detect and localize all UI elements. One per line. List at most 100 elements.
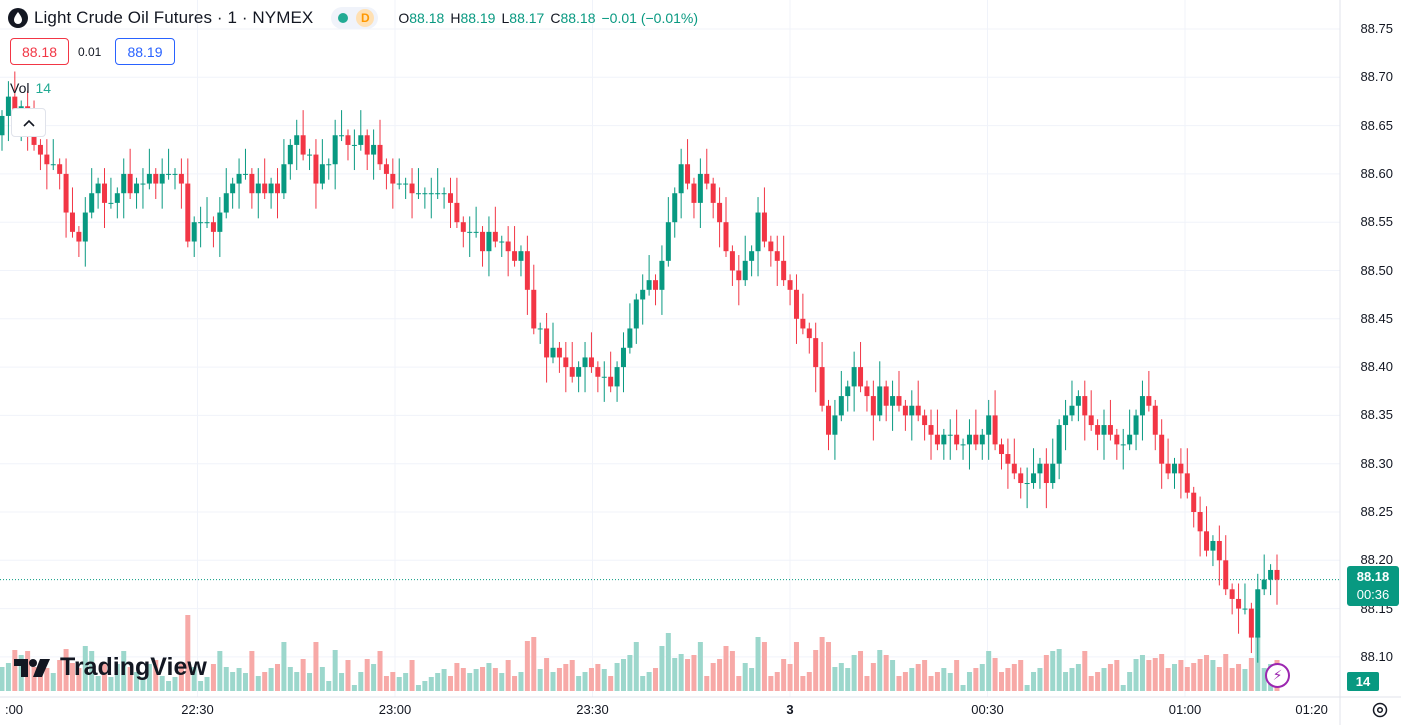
candle-body bbox=[313, 154, 319, 184]
volume-bar bbox=[262, 672, 268, 691]
candle-body bbox=[947, 434, 953, 436]
volume-bar bbox=[1069, 668, 1075, 691]
candle-body bbox=[37, 144, 43, 155]
candle-body bbox=[281, 164, 287, 194]
volume-bar bbox=[371, 664, 377, 691]
volume-bar bbox=[1210, 660, 1216, 691]
candle-body bbox=[1127, 434, 1133, 445]
candle-body bbox=[383, 164, 389, 174]
candle-body bbox=[838, 396, 844, 416]
candle-body bbox=[800, 318, 806, 329]
volume-bar bbox=[396, 677, 402, 691]
candle-body bbox=[704, 173, 710, 184]
last-price-value: 88.18 bbox=[1356, 569, 1390, 584]
volume-bar bbox=[838, 663, 844, 691]
volume-bar bbox=[268, 668, 274, 691]
price-tick-label: 88.35 bbox=[1360, 407, 1393, 423]
close-value: 88.18 bbox=[560, 10, 596, 26]
candle-body bbox=[710, 183, 716, 203]
time-tick-label: 23:30 bbox=[576, 702, 609, 717]
candle-body bbox=[422, 193, 428, 195]
candle-body bbox=[556, 347, 562, 358]
candle-body bbox=[1261, 579, 1267, 590]
volume-bar bbox=[383, 676, 389, 691]
spread-value: 0.01 bbox=[78, 45, 102, 59]
volume-bar bbox=[178, 664, 184, 691]
candle-body bbox=[69, 212, 75, 232]
volume-bar bbox=[902, 672, 908, 691]
lightning-icon[interactable]: ⚡ bbox=[1265, 663, 1290, 688]
volume-bar bbox=[620, 659, 626, 691]
volume-bar bbox=[966, 672, 972, 691]
volume-bar bbox=[447, 676, 453, 691]
candle-body bbox=[826, 405, 832, 435]
candle-body bbox=[768, 241, 774, 252]
candle-body bbox=[294, 135, 300, 145]
candle-body bbox=[922, 415, 928, 426]
candle-body bbox=[659, 260, 665, 290]
candle-body bbox=[351, 144, 357, 146]
candle-body bbox=[339, 135, 345, 137]
collapse-legend-button[interactable] bbox=[11, 108, 46, 137]
volume-bar bbox=[550, 672, 556, 691]
volume-bar bbox=[749, 668, 755, 691]
volume-bar bbox=[569, 660, 575, 691]
volume-axis-badge: 14 bbox=[1347, 672, 1379, 691]
volume-bar bbox=[435, 673, 441, 691]
volume-legend[interactable]: Vol 14 bbox=[10, 80, 51, 96]
volume-bar bbox=[800, 676, 806, 691]
candle-body bbox=[57, 164, 63, 174]
market-status[interactable]: D bbox=[331, 7, 379, 29]
candle-body bbox=[1095, 425, 1101, 435]
volume-bar bbox=[454, 663, 460, 691]
time-tick-label: 01:20 bbox=[1295, 702, 1328, 717]
candle-body bbox=[499, 241, 505, 243]
session-badge: D bbox=[356, 9, 375, 27]
candle-body bbox=[858, 367, 864, 387]
volume-bar bbox=[82, 646, 88, 691]
candle-body bbox=[204, 222, 210, 224]
volume-bar bbox=[531, 637, 537, 691]
candle-body bbox=[262, 183, 268, 194]
volume-bar bbox=[1107, 664, 1113, 691]
candle-body bbox=[781, 260, 787, 281]
sell-price-button[interactable]: 88.18 bbox=[10, 38, 69, 65]
candle-body bbox=[0, 115, 5, 136]
volume-bar bbox=[858, 651, 864, 691]
candle-body bbox=[319, 164, 325, 184]
volume-bar bbox=[223, 667, 229, 691]
candle-body bbox=[210, 222, 216, 232]
candle-body bbox=[1178, 463, 1184, 474]
candle-body bbox=[870, 396, 876, 416]
volume-bar bbox=[595, 664, 601, 691]
volume-bar bbox=[0, 667, 5, 691]
volume-bar bbox=[518, 672, 524, 691]
buy-price-button[interactable]: 88.19 bbox=[115, 38, 175, 65]
price-tick-label: 88.20 bbox=[1360, 552, 1393, 568]
gear-icon[interactable] bbox=[1371, 701, 1389, 719]
candle-body bbox=[633, 299, 639, 329]
candle-body bbox=[1037, 463, 1043, 474]
volume-bar bbox=[576, 676, 582, 691]
candle-body bbox=[1242, 608, 1248, 610]
volume-bar bbox=[364, 659, 370, 691]
volume-bar bbox=[697, 642, 703, 691]
volume-bar bbox=[1114, 660, 1120, 691]
volume-bar bbox=[326, 681, 332, 691]
volume-bar bbox=[563, 664, 569, 691]
volume-bar bbox=[524, 641, 530, 691]
candle-body bbox=[390, 173, 396, 184]
tradingview-logo[interactable]: TradingView bbox=[12, 653, 207, 682]
volume-bars bbox=[0, 615, 1280, 691]
volume-bar bbox=[729, 651, 735, 691]
symbol-title[interactable]: Light Crude Oil Futures · 1 · NYMEX bbox=[34, 8, 314, 27]
volume-bar bbox=[1056, 649, 1062, 691]
candle-body bbox=[492, 231, 498, 242]
price-tick-label: 88.70 bbox=[1360, 69, 1393, 85]
high-value: 88.19 bbox=[460, 10, 496, 26]
candle-body bbox=[851, 367, 857, 387]
candle-body bbox=[1146, 396, 1152, 406]
volume-bar bbox=[614, 663, 620, 691]
candle-body bbox=[134, 183, 140, 194]
